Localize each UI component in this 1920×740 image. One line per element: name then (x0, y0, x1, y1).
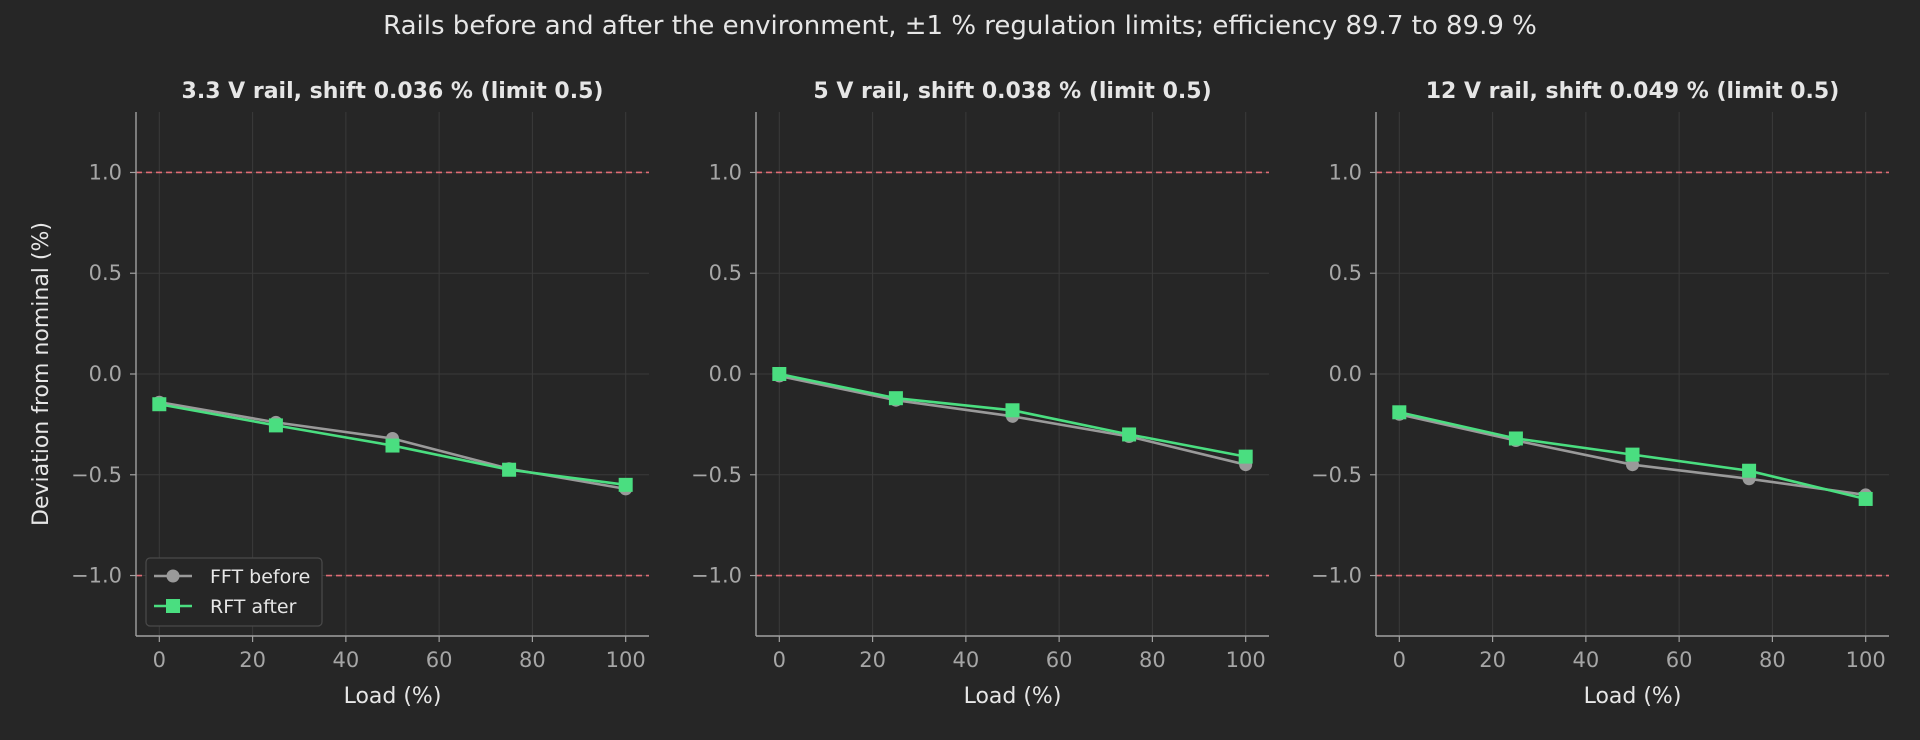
x-axis-label: Load (%) (1584, 684, 1682, 709)
data-point-after (618, 477, 633, 492)
data-point-after (1238, 449, 1253, 464)
x-tick-label: 80 (1759, 648, 1786, 672)
x-tick-label: 20 (239, 648, 266, 672)
x-tick-label: 100 (1846, 648, 1886, 672)
y-tick-label: 1.0 (89, 160, 122, 184)
x-tick-label: 0 (153, 648, 166, 672)
y-tick-label: 0.0 (89, 362, 122, 386)
y-tick-label: 0.0 (709, 362, 742, 386)
y-tick-label: 1.0 (709, 160, 742, 184)
data-point-after (1508, 431, 1523, 446)
x-tick-label: 40 (1572, 648, 1599, 672)
legend-marker (166, 569, 180, 583)
x-tick-label: 40 (952, 648, 979, 672)
x-tick-label: 60 (1666, 648, 1693, 672)
panel-1: 0 20 40 60 80 100 −1.0 −0.5 0.0 0.5 1.0 3.3 V rail,… (71, 79, 649, 709)
legend: FFT before RFT after (145, 557, 323, 627)
data-point-after (385, 438, 400, 453)
data-point-after (1858, 491, 1873, 506)
x-tick-label: 80 (1139, 648, 1166, 672)
x-axis-label: Load (%) (964, 684, 1062, 709)
y-tick-label: −1.0 (71, 564, 122, 588)
data-point-after (502, 462, 517, 477)
data-point-after (888, 391, 903, 406)
x-tick-label: 100 (1226, 648, 1266, 672)
y-tick-label: 0.0 (1329, 362, 1362, 386)
figure-title: Rails before and after the environment, … (383, 11, 1537, 41)
legend-marker (166, 599, 180, 613)
x-tick-label: 60 (1046, 648, 1073, 672)
panel-title: 3.3 V rail, shift 0.036 % (limit 0.5) (182, 79, 604, 104)
data-point-after (152, 397, 167, 412)
data-point-after (1625, 447, 1640, 462)
x-tick-label: 20 (859, 648, 886, 672)
legend-label: RFT after (210, 596, 297, 618)
x-tick-label: 0 (773, 648, 786, 672)
y-tick-label: −0.5 (71, 463, 122, 487)
data-point-after (1005, 403, 1020, 418)
x-tick-label: 20 (1479, 648, 1506, 672)
data-point-after (772, 367, 787, 381)
y-tick-label: 0.5 (89, 261, 122, 285)
y-tick-label: 0.5 (709, 261, 742, 285)
x-tick-label: 40 (332, 648, 359, 672)
y-axis-label: Deviation from nominal (%) (29, 222, 54, 526)
y-tick-label: −0.5 (691, 463, 742, 487)
y-tick-label: −1.0 (691, 564, 742, 588)
legend-label: FFT before (210, 566, 310, 588)
panel-3: 0 20 40 60 80 100 −1.0 −0.5 0.0 0.5 1.0 12 V rail, … (1311, 79, 1889, 709)
data-point-after (1742, 463, 1757, 478)
panel-title: 12 V rail, shift 0.049 % (limit 0.5) (1426, 79, 1840, 104)
y-tick-label: 1.0 (1329, 160, 1362, 184)
data-point-after (1392, 405, 1407, 420)
panels: 0 20 40 60 80 100 −1.0 −0.5 0.0 0.5 1.0 3.3 V rail,… (71, 79, 1889, 709)
panel-2: 0 20 40 60 80 100 −1.0 −0.5 0.0 0.5 1.0 5 V rail, s… (691, 79, 1269, 709)
y-tick-label: −0.5 (1311, 463, 1362, 487)
data-point-after (268, 418, 283, 433)
y-tick-label: 0.5 (1329, 261, 1362, 285)
x-tick-label: 60 (426, 648, 453, 672)
x-tick-label: 0 (1393, 648, 1406, 672)
data-point-after (1122, 427, 1137, 442)
x-tick-label: 80 (519, 648, 546, 672)
x-axis-label: Load (%) (344, 684, 442, 709)
panel-title: 5 V rail, shift 0.038 % (limit 0.5) (813, 79, 1211, 104)
y-tick-label: −1.0 (1311, 564, 1362, 588)
x-tick-label: 100 (606, 648, 646, 672)
